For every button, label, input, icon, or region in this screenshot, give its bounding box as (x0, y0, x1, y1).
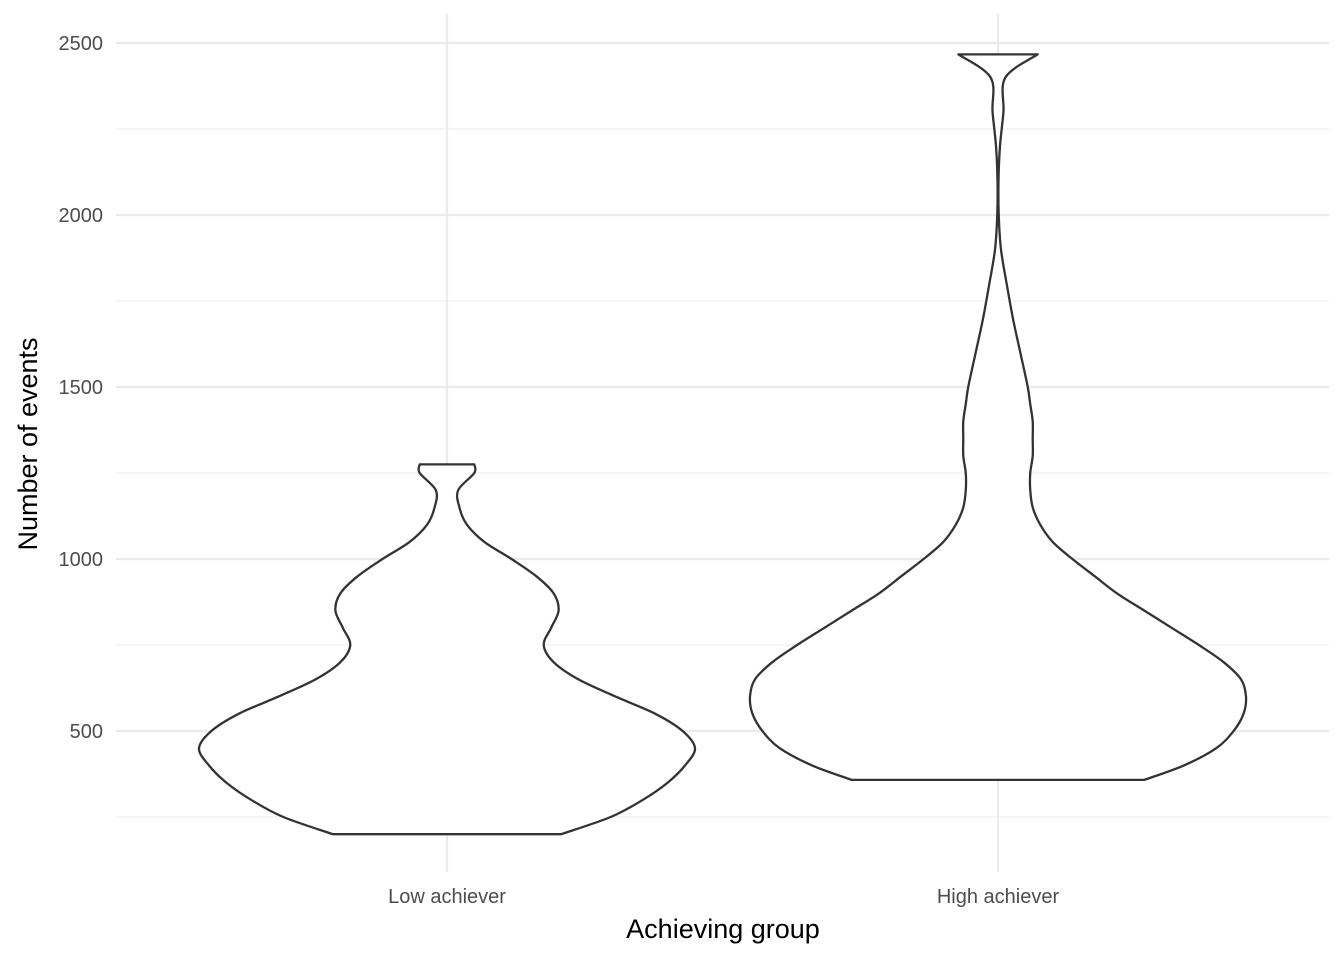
y-tick-label: 2000 (59, 205, 104, 227)
y-tick-label: 1500 (59, 377, 104, 399)
violin-layer (197, 53, 1248, 836)
tick-layer: 500 1000 1500 2000 2500 Low achiever High achi… (59, 33, 1060, 908)
y-tick-label: 2500 (59, 33, 104, 55)
y-tick-label: 1000 (59, 549, 104, 571)
y-axis-title: Number of events (13, 337, 43, 550)
y-tick-label: 500 (70, 721, 103, 743)
violin-high-achiever (748, 53, 1248, 781)
x-tick-label: High achiever (937, 886, 1060, 908)
x-tick-label: Low achiever (388, 886, 506, 908)
violin-low-achiever (197, 463, 697, 836)
x-axis-title: Achieving group (626, 914, 820, 944)
